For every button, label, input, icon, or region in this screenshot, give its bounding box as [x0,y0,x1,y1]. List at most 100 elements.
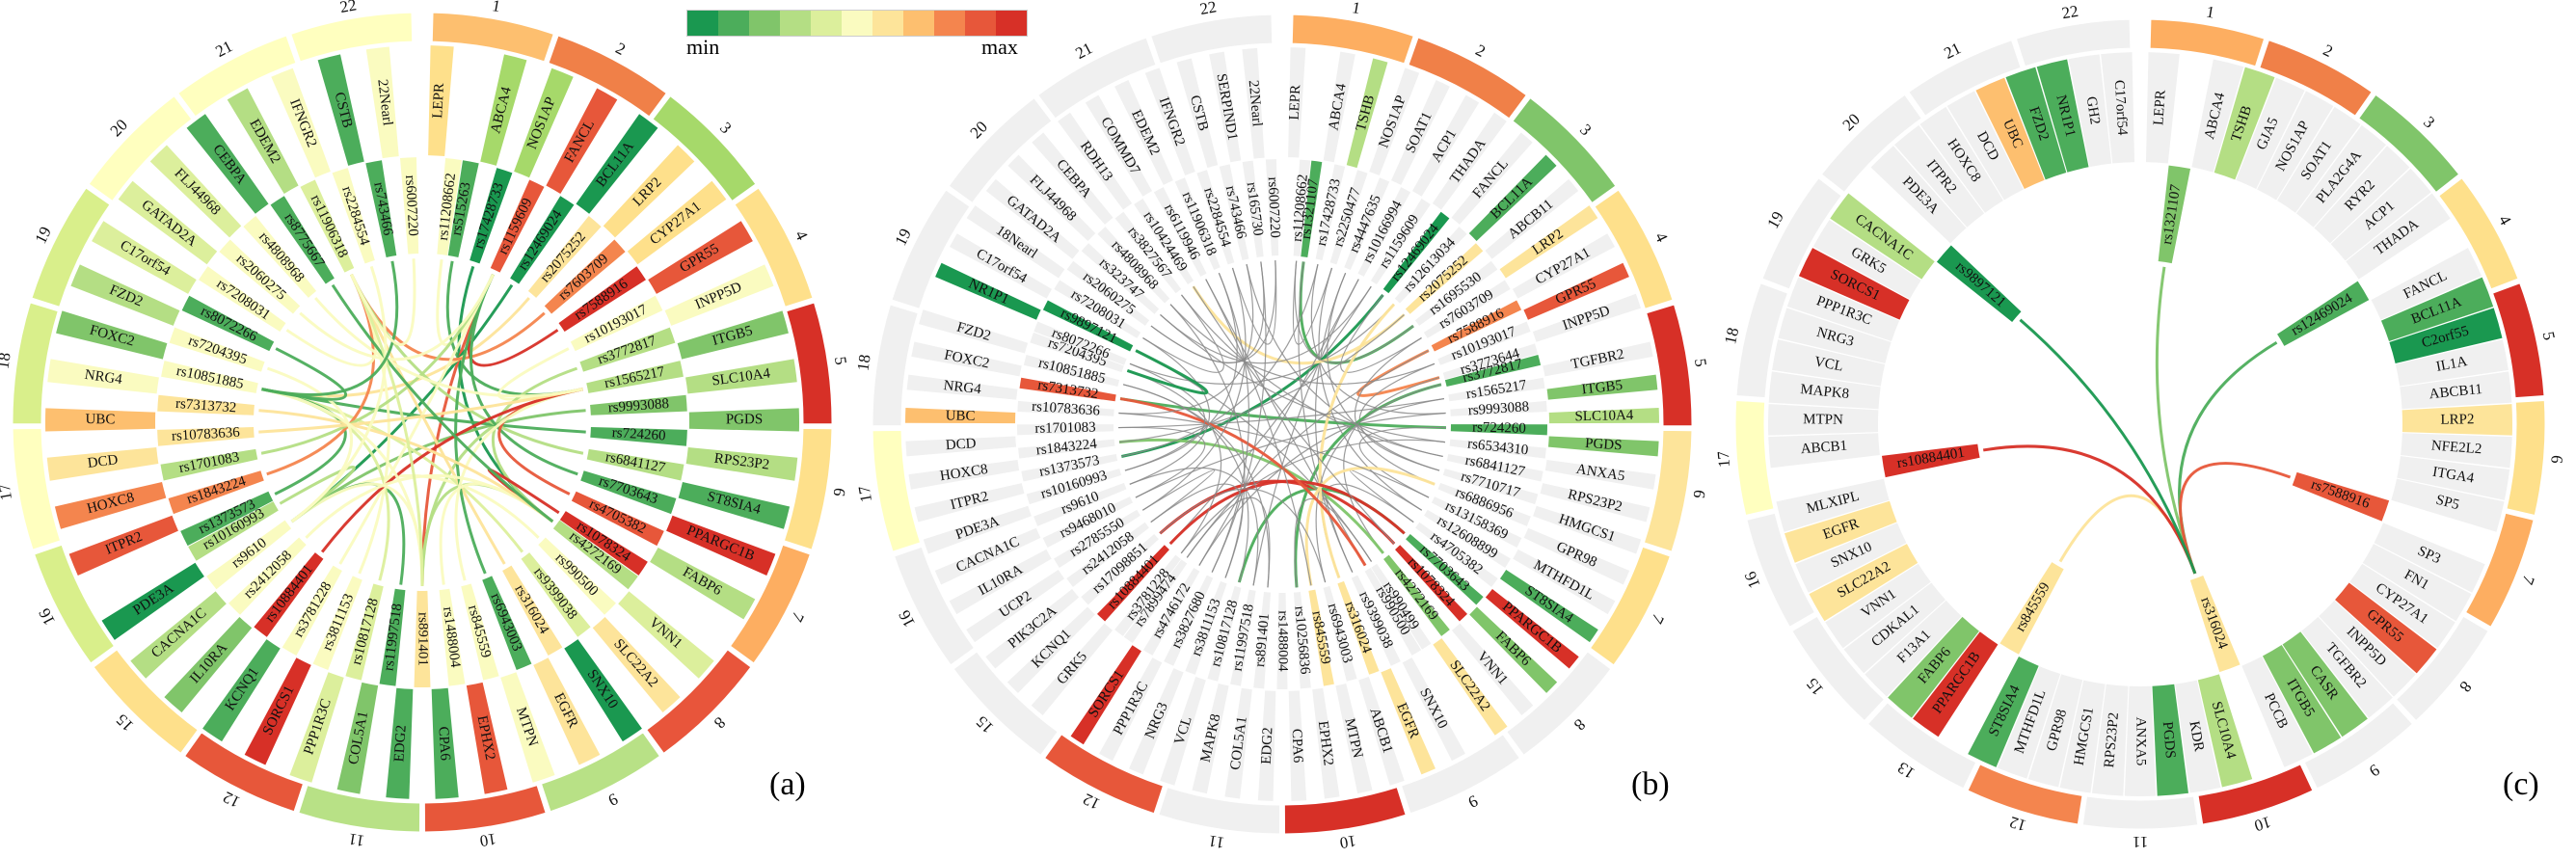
chromosome-band [1866,702,1977,790]
chromosome-band [1967,764,2083,825]
snp-label: rs7313732 [174,396,236,416]
chromosome-number: 9 [1465,791,1481,812]
gene-label: CACNA1C [148,605,209,661]
chromosome-band [786,302,833,425]
interaction-link [2178,340,2278,575]
snp-cell [1042,496,1134,548]
snp-cell [243,216,317,298]
gene-cell [592,616,681,713]
gene-cell [2391,478,2505,532]
snp-cell [1450,400,1547,416]
chromosome-number: 21 [1941,39,1964,63]
gene-cell [1499,205,1598,279]
chromosome-band [2464,512,2535,628]
snp-cell [2277,281,2370,346]
snp-cell [161,361,258,393]
gene-cell [2197,674,2253,788]
chromosome-band [2358,94,2460,194]
gene-cell [2346,193,2451,280]
snp-cell [1253,591,1272,689]
gene-cell [1099,657,1163,762]
snp-cell [379,588,406,686]
snp-cell [1164,575,1214,666]
snp-cell [544,239,626,314]
snp-cell [169,327,265,372]
chromosome-number: 1 [1351,0,1362,17]
snp-cell [180,491,274,547]
gene-cell [1032,132,1114,225]
gene-cell [2257,91,2334,201]
interaction-link [1192,285,1406,365]
interaction-link [1127,369,1222,554]
snp-label: rs724260 [611,425,666,443]
snp-cell [447,160,479,258]
gene-cell [1451,132,1533,225]
gene-label: RPS23P2 [2102,711,2122,768]
snp-cell [1293,591,1311,689]
snp-label: rs10851885 [174,363,245,392]
gene-cell [2036,59,2089,173]
snp-label: rs1488004 [440,606,463,669]
gene-cell [678,481,791,529]
interaction-link [1159,488,1327,583]
gene-label: EDG2 [1259,727,1276,764]
gene-label: ABCB1 [1366,706,1395,755]
snp-cell [590,394,687,416]
snp-cell [1242,160,1264,257]
gene-cell [2295,124,2386,228]
gene-label: INPP5D [1561,303,1612,334]
chromosome-band [1791,615,1886,722]
interaction-link [1354,336,1436,485]
gene-label: NRG4 [943,378,982,397]
chromosome-number: 7 [788,609,808,626]
gene-label: ACP1 [1429,127,1460,166]
gene-label: UBC [86,412,116,427]
snp-cell [1364,568,1422,656]
snp-cell [157,394,255,416]
snp-cell [558,266,646,333]
gene-cell [1114,80,1173,185]
gene-cell [1129,668,1184,775]
snp-cell [1450,424,1547,436]
snp-cell [188,501,279,561]
chromosome-number: 5 [1691,358,1710,368]
gene-cell [244,657,311,765]
interaction-link [1118,313,1405,443]
interaction-link [1246,263,1443,458]
snp-cell [1134,199,1194,284]
gene-cell [1798,248,1910,320]
snp-cell [1442,343,1539,380]
snp-cell [1276,592,1288,689]
gene-cell [1381,668,1436,775]
gene-cell [1768,433,1880,469]
snp-cell [482,576,532,671]
gene-label: LRP2 [1530,227,1567,258]
snp-cell [521,552,591,637]
interaction-link [1310,263,1446,415]
snp-cell [1081,533,1159,605]
chromosome-number: 8 [711,713,729,732]
gene-cell [1391,80,1450,185]
chromosome-band [1735,282,1789,399]
gene-cell [966,570,1065,643]
chromosome-number: 17 [1714,450,1733,469]
snp-label: rs9993088 [1467,399,1529,418]
gene-cell [1523,262,1629,320]
interaction-link [258,388,583,434]
snp-cell [1153,187,1207,277]
snp-label: rs891401 [416,612,431,666]
gene-cell [2349,563,2455,649]
snp-cell [312,576,362,671]
chromosome-number: 11 [347,830,365,850]
chromosome-number: 19 [891,226,915,249]
chromosome-number: 22 [1198,0,1218,18]
legend-swatch [872,11,903,36]
gene-cell [2380,277,2494,341]
circos-panel: 1234567891011121516171819202122LEPRrs112… [853,0,1709,852]
gene-label: GH2 [2083,95,2103,125]
chromosome-band [290,12,414,63]
gene-label: PGDS [2160,721,2178,760]
gene-label: ABCB1 [1800,439,1847,458]
gene-cell [985,178,1080,259]
gene-cell [650,547,756,620]
